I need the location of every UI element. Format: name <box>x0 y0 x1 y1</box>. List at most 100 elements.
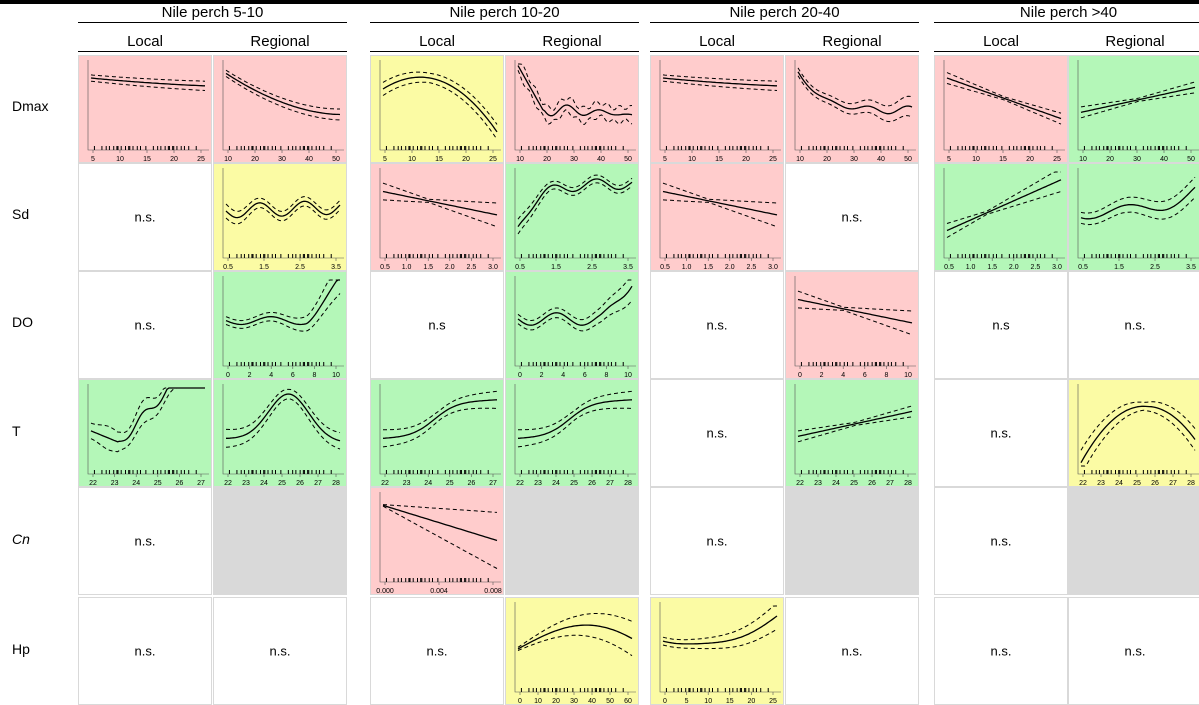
x-tick-label: 25 <box>446 480 454 487</box>
panel-cell: n.s. <box>370 597 504 705</box>
response-plot: 22 23 24 25 26 27 28 <box>222 384 344 487</box>
x-tick-label: 10 <box>796 156 804 163</box>
x-tick-label: 24 <box>1115 480 1123 487</box>
x-tick-label: 22 <box>89 480 97 487</box>
x-tick-label: 0.008 <box>484 588 502 595</box>
not-significant-label: n.s <box>428 317 446 333</box>
fitted-curve <box>1080 405 1196 464</box>
response-plot: 5 10 15 20 25 <box>379 60 501 163</box>
panel-cell: n.s. <box>785 163 919 271</box>
lower-ci-curve <box>382 81 498 140</box>
panel-cell: 5 10 15 20 25 <box>650 55 784 163</box>
x-tick-label: 30 <box>570 698 578 705</box>
rug-ticks <box>665 688 769 692</box>
x-tick-label: 27 <box>886 480 894 487</box>
lower-ci-curve <box>662 80 778 91</box>
x-tick-label: 3.0 <box>488 264 498 271</box>
column-header-local: Local <box>127 33 163 50</box>
plot-axis <box>222 168 344 259</box>
fitted-curve <box>382 76 498 133</box>
x-tick-label: 25 <box>769 156 777 163</box>
x-tick-label: 20 <box>1026 156 1034 163</box>
x-tick-label: 10 <box>704 698 712 705</box>
rug-ticks <box>228 470 332 474</box>
not-significant-label: n.s. <box>990 643 1012 659</box>
x-tick-label: 27 <box>606 480 614 487</box>
plot-axis <box>514 60 636 151</box>
x-tick-label: 4 <box>561 372 565 379</box>
not-significant-label: n.s. <box>426 643 448 659</box>
fitted-curve <box>662 77 777 87</box>
x-tick-label: 0 <box>518 698 522 705</box>
fitted-curve <box>797 71 913 115</box>
x-tick-label: 5 <box>383 156 387 163</box>
rug-ticks <box>385 578 489 582</box>
x-tick-label: 27 <box>1169 480 1177 487</box>
x-tick-label: 28 <box>1187 480 1195 487</box>
row-label: Hp <box>12 641 30 657</box>
x-tick-label: 25 <box>489 156 497 163</box>
plot-axis <box>659 60 781 151</box>
fitted-curve <box>517 399 633 439</box>
plot-axis <box>659 168 781 259</box>
x-tick-label: 26 <box>468 480 476 487</box>
panel-cell: n.s. <box>934 379 1068 487</box>
x-tick-label: 26 <box>296 480 304 487</box>
column-header-underline <box>370 51 639 52</box>
x-tick-label: 8 <box>312 372 316 379</box>
x-tick-label: 50 <box>624 156 632 163</box>
upper-ci-curve <box>90 74 206 82</box>
lower-ci-curve <box>517 634 633 657</box>
fitted-curve <box>946 77 1062 120</box>
panel-cell: n.s. <box>1068 271 1199 379</box>
fitted-curve <box>662 190 778 216</box>
response-plot: 5 10 15 20 25 <box>943 60 1065 163</box>
x-tick-label: 27 <box>489 480 497 487</box>
not-significant-label: n.s <box>992 317 1010 333</box>
fitted-curve <box>225 279 340 326</box>
row-label: DO <box>12 314 33 330</box>
not-significant-label: n.s. <box>134 209 156 225</box>
fitted-curve <box>517 624 633 650</box>
x-tick-label: 26 <box>1151 480 1159 487</box>
x-tick-label: 4 <box>841 372 845 379</box>
panel-cell: n.s. <box>78 163 212 271</box>
not-significant-label: n.s. <box>706 533 728 549</box>
x-tick-label: 10 <box>534 698 542 705</box>
x-tick-label: 0.5 <box>1078 264 1088 271</box>
x-tick-label: 0.5 <box>380 264 390 271</box>
x-tick-label: 25 <box>197 156 205 163</box>
rug-ticks <box>93 146 197 150</box>
x-tick-label: 20 <box>1106 156 1114 163</box>
fitted-curve <box>517 178 633 227</box>
rug-ticks <box>228 362 332 366</box>
x-tick-label: 28 <box>904 480 912 487</box>
x-tick-label: 15 <box>143 156 151 163</box>
lower-ci-curve <box>1081 409 1196 467</box>
panel-cell: n.s <box>934 271 1068 379</box>
fitted-curve <box>90 77 205 87</box>
lower-ci-curve <box>517 299 633 332</box>
fitted-curve <box>90 387 205 443</box>
x-tick-label: 1.0 <box>682 264 692 271</box>
upper-ci-curve <box>1080 401 1196 451</box>
lower-ci-curve <box>382 199 498 228</box>
lower-ci-curve <box>382 407 497 448</box>
lower-ci-curve <box>946 191 1062 238</box>
x-tick-label: 23 <box>111 480 119 487</box>
panel-cell: 0.000 0.004 0.008 <box>370 487 504 595</box>
x-tick-label: 0.5 <box>223 264 233 271</box>
x-tick-label: 2.5 <box>1031 264 1041 271</box>
x-tick-label: 1.5 <box>259 264 269 271</box>
fitted-curve <box>662 615 778 645</box>
response-plot: 0.5 1.0 1.5 2.0 2.5 3.0 <box>379 168 501 271</box>
x-tick-label: 23 <box>242 480 250 487</box>
upper-ci-curve <box>662 605 777 641</box>
x-tick-label: 27 <box>197 480 205 487</box>
fitted-curve <box>225 72 341 116</box>
x-tick-label: 28 <box>624 480 632 487</box>
rug-ticks <box>93 470 197 474</box>
response-plot: 22 23 24 25 26 27 28 <box>794 384 916 487</box>
fitted-curve <box>1080 86 1196 114</box>
x-tick-label: 15 <box>726 698 734 705</box>
